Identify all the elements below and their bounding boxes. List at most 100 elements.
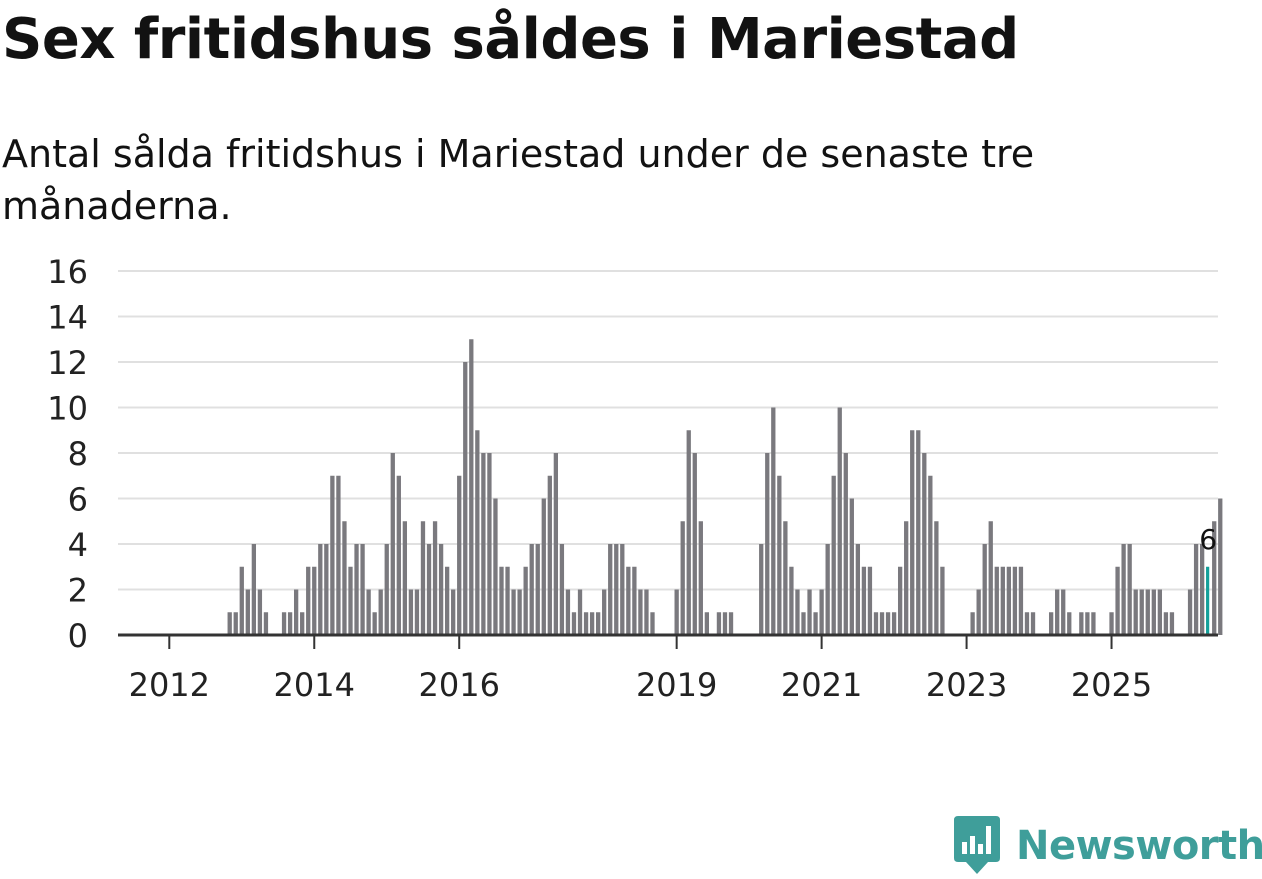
- bar: [481, 453, 486, 635]
- bar: [982, 544, 987, 635]
- bar: [728, 612, 734, 635]
- bar-chart: 0 2 4 6 8 10 12 14 16 6 2012 2014 2016 2019 2021 2023 20…: [47, 253, 1223, 704]
- chart-subtitle: Antal sålda fritidshus i Mariestad under…: [2, 132, 1035, 228]
- bar: [300, 612, 305, 635]
- bar: [916, 430, 921, 635]
- bar: [330, 475, 335, 635]
- x-tick-label: 2014: [274, 666, 355, 704]
- bar: [390, 453, 395, 635]
- bar: [1139, 589, 1144, 635]
- bar: [263, 612, 269, 635]
- bar: [451, 589, 456, 635]
- bar: [843, 453, 848, 635]
- bar: [438, 544, 444, 635]
- bar: [227, 612, 232, 635]
- bar: [789, 566, 794, 635]
- bar: [783, 521, 788, 635]
- bar: [674, 589, 679, 635]
- bar: [1157, 589, 1163, 635]
- newsworthy-logo-icon: [954, 816, 1000, 874]
- bar: [354, 544, 359, 635]
- bar: [318, 544, 323, 635]
- bar: [722, 612, 728, 635]
- x-tick-label: 2012: [129, 666, 210, 704]
- x-tick-label: 2025: [1071, 666, 1152, 704]
- bar: [885, 612, 891, 635]
- bar: [517, 589, 522, 635]
- bar: [825, 544, 830, 635]
- bar: [1115, 566, 1120, 635]
- bar: [589, 612, 595, 635]
- bar: [287, 612, 293, 635]
- bar: [499, 566, 504, 635]
- bar: [849, 498, 854, 635]
- bar: [251, 544, 257, 635]
- bar: [1067, 612, 1072, 635]
- bar: [1000, 566, 1005, 635]
- bar: [1006, 566, 1012, 635]
- bar: [904, 521, 909, 635]
- bar: [861, 566, 867, 635]
- bar: [765, 453, 770, 635]
- bar: [493, 498, 498, 635]
- bar: [994, 566, 999, 635]
- bar: [1048, 612, 1054, 635]
- bar: [511, 589, 516, 635]
- bar: [632, 566, 637, 635]
- bar: [505, 566, 510, 635]
- bar: [831, 475, 836, 635]
- bar: [1121, 544, 1126, 635]
- bar: [1193, 544, 1199, 635]
- y-tick-label: 16: [47, 253, 88, 291]
- bar: [1085, 612, 1090, 635]
- y-tick-label: 8: [68, 435, 88, 473]
- newsworthy-logo: Newsworthy: [952, 816, 1262, 876]
- bar: [1091, 612, 1096, 635]
- bar: [910, 430, 915, 635]
- bar: [934, 521, 939, 635]
- bar: [245, 589, 250, 635]
- bar: [1061, 589, 1066, 635]
- y-tick-label: 12: [47, 344, 88, 382]
- bar: [541, 498, 546, 635]
- bar: [312, 566, 317, 635]
- bar: [801, 612, 806, 635]
- bar: [1030, 612, 1036, 635]
- bar: [1024, 612, 1030, 635]
- bar: [837, 407, 842, 635]
- bar: [614, 544, 619, 635]
- bar: [891, 612, 897, 635]
- bar: [366, 589, 371, 635]
- bar: [414, 589, 420, 635]
- bar: [1145, 589, 1150, 635]
- bar: [432, 521, 438, 635]
- bar: [239, 566, 244, 635]
- bar: [257, 589, 263, 635]
- bar: [306, 566, 311, 635]
- bar: [293, 589, 299, 635]
- logo-text: Newsworthy: [1016, 823, 1262, 869]
- bar: [1169, 612, 1175, 635]
- bar: [457, 475, 462, 635]
- bar: [819, 589, 824, 635]
- bar: [1079, 612, 1084, 635]
- bar: [1199, 544, 1205, 635]
- y-tick-label: 14: [47, 299, 88, 337]
- bar: [360, 544, 365, 635]
- chart-title: Sex fritidshus såldes i Mariestad: [2, 7, 1019, 72]
- bar: [650, 612, 655, 635]
- x-tick-label: 2016: [419, 666, 500, 704]
- bar: [716, 612, 722, 635]
- bar: [680, 521, 685, 635]
- bar: [577, 589, 583, 635]
- bar: [692, 453, 697, 635]
- bar: [529, 544, 534, 635]
- y-tick-label: 4: [68, 526, 88, 564]
- bar: [759, 544, 764, 635]
- bar: [378, 589, 383, 635]
- bar: [608, 544, 613, 635]
- bar: [523, 566, 528, 635]
- bar: [487, 453, 492, 635]
- bar: [602, 589, 607, 635]
- y-tick-label: 10: [47, 390, 88, 428]
